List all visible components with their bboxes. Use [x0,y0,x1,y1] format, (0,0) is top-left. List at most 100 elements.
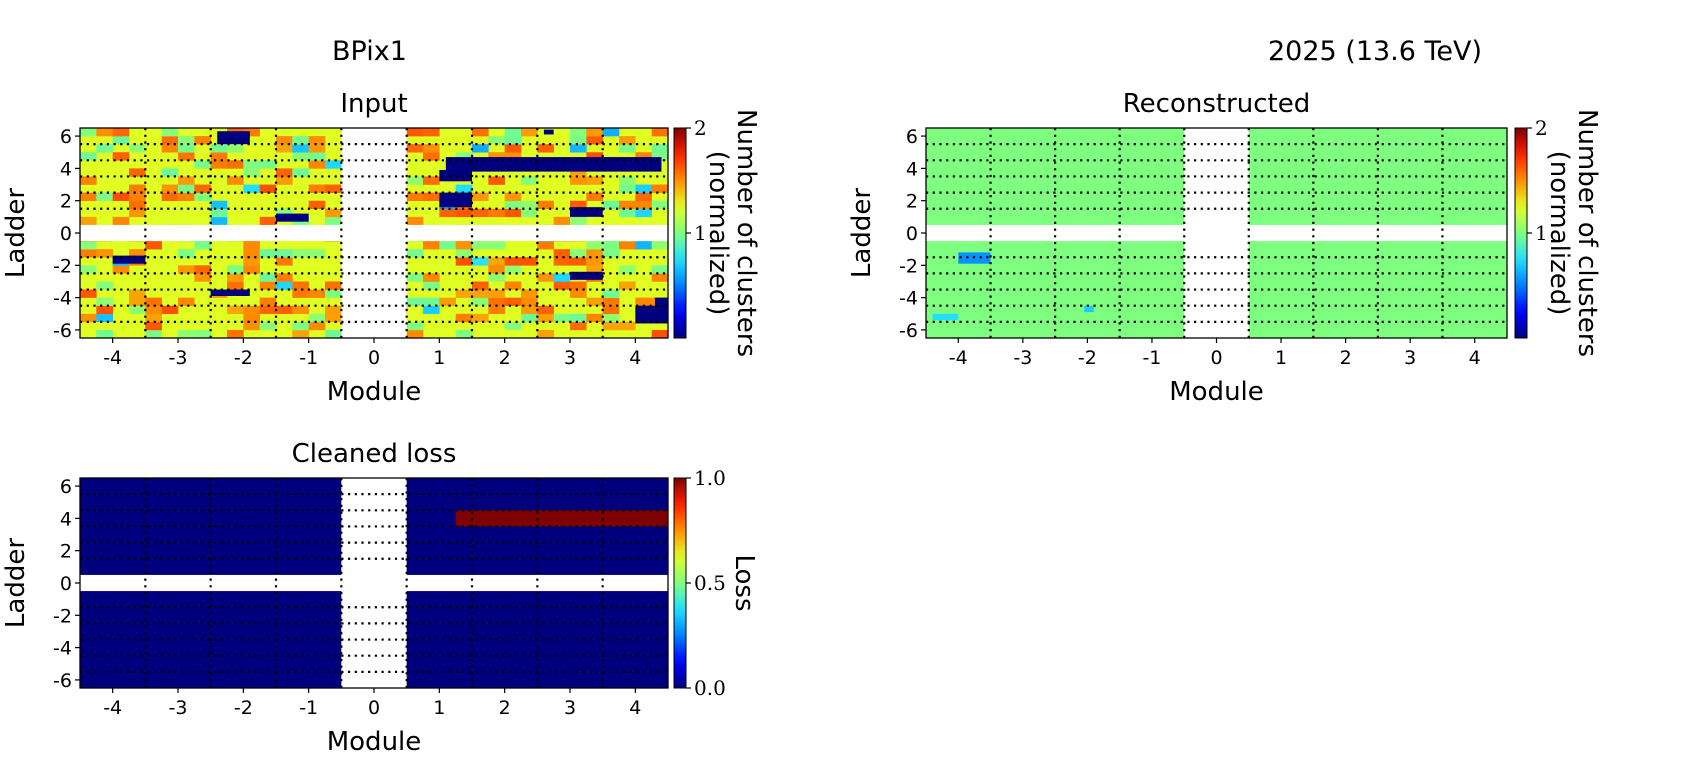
heatmap-cell [570,321,587,331]
x-tick-label: 0 [368,347,380,369]
heatmap-cell [96,297,113,306]
heatmap-cell [472,297,489,306]
heatmap-cell [80,313,97,323]
heatmap-cell [259,273,277,282]
heatmap-cell [210,208,228,218]
heatmap-cell [308,313,326,323]
heatmap-cell [129,168,146,177]
heatmap-cell [80,192,97,201]
figure-left-title: BPix1 [332,36,407,67]
heatmap-cell [635,184,652,193]
heatmap-cell [161,192,179,201]
heatmap-cell [472,192,489,201]
heatmap-cell [570,216,587,226]
heatmap-cell [325,216,342,226]
y-axis-label: Ladder [847,188,877,278]
heatmap-anomaly [276,213,309,222]
y-tick-label: -4 [899,288,918,310]
heatmap-cell [537,313,554,323]
heatmap-anomaly [570,207,603,217]
heatmap-cell [178,329,195,339]
heatmap-cell [161,168,179,177]
heatmap-cell [276,208,293,218]
colorbar-gradient [673,477,687,689]
heatmap-cell [178,297,195,306]
colorbar-tick-label: 0.0 [694,676,726,700]
heatmap-cell [570,136,587,145]
heatmap-cell [178,192,195,201]
heatmap-cell [455,184,473,193]
heatmap-cell [194,184,211,193]
heatmap-cell [602,241,620,250]
heatmap-cell [292,136,309,145]
x-tick-label: 1 [1275,347,1287,369]
heatmap-cell [521,257,538,266]
grid-lines [80,478,668,688]
heatmap-cell [619,321,636,331]
heatmap-cell [651,128,669,137]
heatmap-cell [439,241,456,250]
heatmap-anomaly [570,271,603,280]
heatmap-cell [619,176,636,185]
heatmap-cell [619,200,636,210]
heatmap-cell [178,184,195,193]
heatmap-cell [178,176,195,185]
empty-ladder-0 [926,224,1507,242]
colorbar: 1 2 Number of clusters(normalized) [673,109,761,357]
heatmap-cell [406,329,424,339]
heatmap-cell [243,257,260,266]
heatmap-cell [488,152,505,161]
heatmap-cell [276,144,293,153]
heatmap-cell [292,168,309,177]
colorbar-tick-label: 0.5 [694,571,726,595]
heatmap-cell [178,144,195,153]
heatmap-cell [161,305,179,315]
heatmap-cell [472,281,489,290]
y-tick-label: -4 [53,288,72,310]
x-tick-label: 4 [1469,347,1481,369]
subplot-title: Input [340,89,407,119]
heatmap-cell [586,313,603,323]
x-tick-label: -2 [234,697,253,719]
colorbar-tick-label: 2 [694,116,707,140]
heatmap-cell [161,136,179,145]
x-tick-label: -2 [234,347,253,369]
x-axis-label: Module [1169,377,1264,407]
heatmap-cell [586,297,603,306]
heatmap-cell [586,192,603,201]
heatmap-cell [112,128,130,137]
heatmap-cell [227,273,244,282]
heatmap-cell [586,265,603,274]
colorbar-tick-label: 1 [1535,221,1548,245]
heatmap-cell [504,128,522,137]
y-tick-label: 0 [60,223,72,245]
heatmap-cell [129,192,146,201]
heatmap-cell [259,216,277,226]
y-tick-label: 2 [60,541,72,563]
heatmap-cell [210,200,228,210]
heatmap-cell [455,313,473,323]
heatmap-cell [455,152,473,161]
heatmap-cell [488,265,505,274]
heatmap-cell [112,192,130,201]
heatmap-cell [537,305,554,315]
heatmap-cell [504,297,522,306]
heatmap-cell [161,184,179,193]
heatmap-cell [194,192,211,201]
heatmap-cell [96,144,113,153]
y-tick-label: -2 [53,255,72,277]
heatmap-cell [570,281,587,290]
heatmap-cell [553,216,571,226]
heatmap-cell [292,321,309,331]
colorbar-label: Number of clusters(normalized) [1544,109,1602,357]
heatmap-cell [455,329,473,339]
heatmap-cell [308,152,326,161]
heatmap-cell [619,265,636,274]
heatmap-cell [619,241,636,250]
y-tick-label: 0 [906,223,918,245]
heatmap-cell [243,313,260,323]
y-tick-label: 6 [60,476,72,498]
heatmap-cell [537,200,554,210]
y-tick-label: -6 [53,320,72,342]
y-axis-label: Ladder [1,538,31,628]
